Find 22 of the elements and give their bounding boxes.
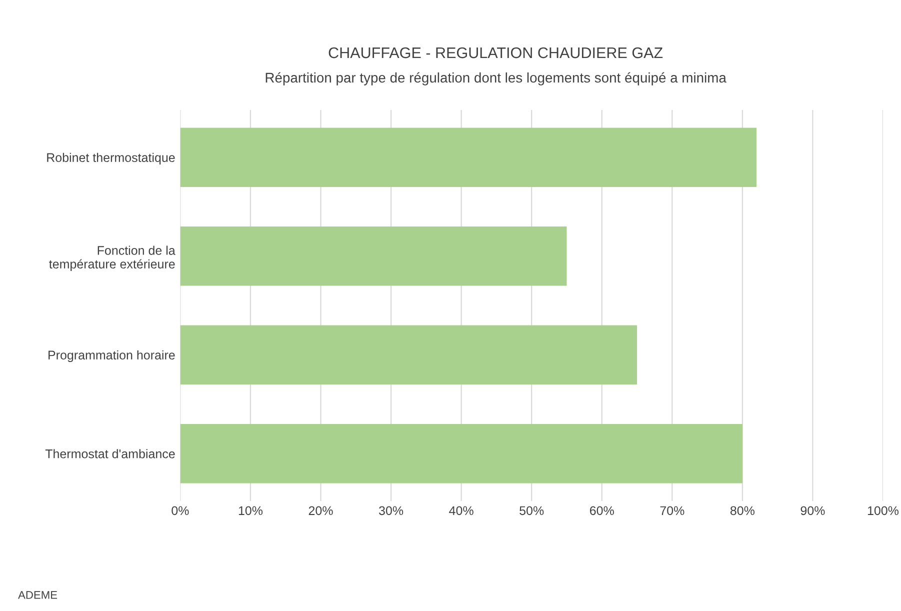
bar bbox=[180, 226, 567, 286]
x-tick-label: 30% bbox=[379, 506, 404, 516]
x-tick-label: 80% bbox=[730, 506, 754, 516]
y-tick-label: Thermostat d'ambiance bbox=[45, 449, 175, 458]
bar bbox=[180, 325, 638, 384]
x-tick-label: 100% bbox=[868, 506, 899, 516]
y-tick-label: Robinet thermostatique bbox=[47, 152, 175, 164]
x-tick-label: 90% bbox=[800, 506, 825, 516]
x-tick-label: 40% bbox=[449, 506, 474, 516]
bar bbox=[180, 424, 742, 484]
x-tick-label: 10% bbox=[238, 506, 263, 516]
x-tick-label: 0% bbox=[172, 506, 189, 516]
text: ADEME bbox=[18, 591, 58, 599]
y-tick-label: Fonction de la température extérieure bbox=[49, 246, 176, 271]
x-tick-label: 20% bbox=[308, 506, 333, 516]
chart-title: CHAUFFAGE - REGULATION CHAUDIERE GAZ bbox=[328, 47, 663, 58]
x-tick-label: 50% bbox=[520, 506, 544, 516]
bar bbox=[180, 128, 756, 188]
chart-subtitle: Répartition par type de régulation dont les logements sont équipé a minima bbox=[266, 72, 726, 86]
y-tick-label: Programmation horaire bbox=[48, 350, 175, 362]
x-tick-label: 60% bbox=[590, 506, 614, 516]
x-tick-label: 70% bbox=[660, 506, 684, 516]
